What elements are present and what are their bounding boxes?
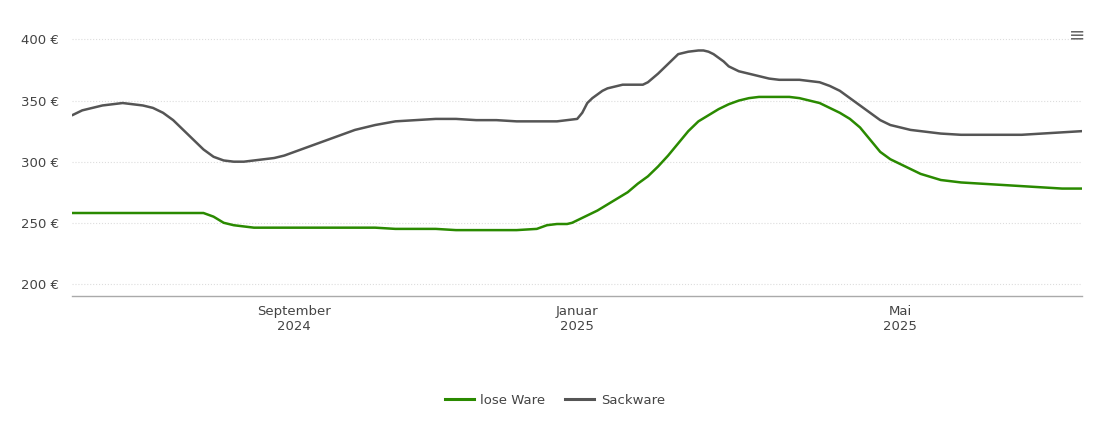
Text: ≡: ≡ [1069,25,1086,44]
Legend: lose Ware, Sackware: lose Ware, Sackware [440,389,670,412]
